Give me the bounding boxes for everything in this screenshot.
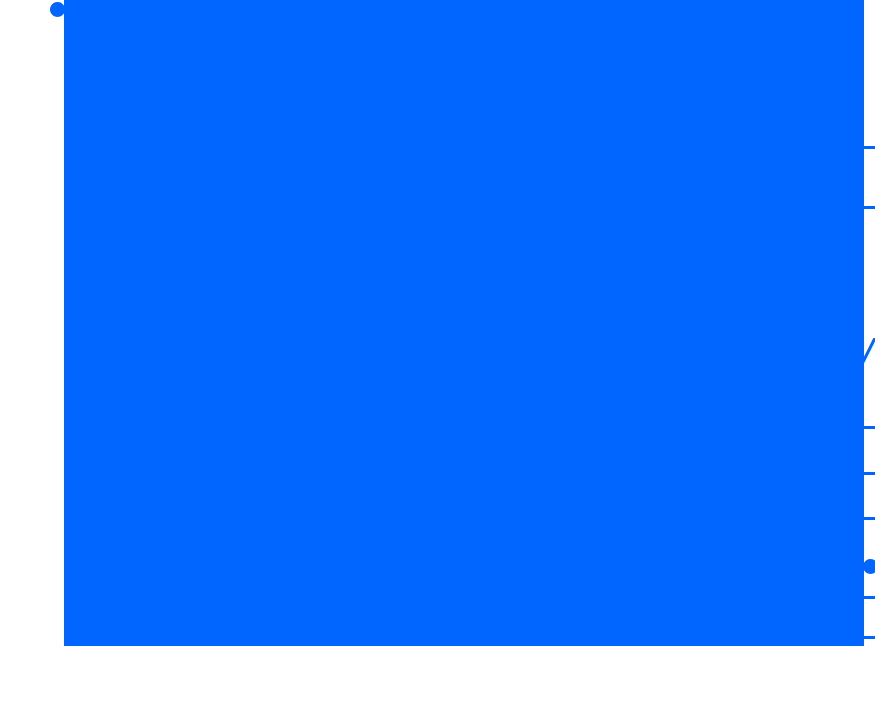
axis-tick-stub — [864, 596, 875, 599]
axis-tick-stub — [864, 517, 875, 520]
diagonal-line-icon — [862, 338, 875, 364]
axis-tick-stub — [864, 472, 875, 475]
plot-area-fill — [64, 0, 864, 646]
axis-tick-stub — [864, 426, 875, 429]
data-point-marker — [49, 1, 65, 17]
diagonal-line-path — [862, 338, 875, 364]
axis-tick-stub — [864, 146, 875, 149]
data-point-marker — [862, 558, 875, 574]
axis-tick-stub — [864, 206, 875, 209]
axis-tick-stub — [864, 636, 875, 639]
diagonal-line-segment — [862, 338, 875, 364]
